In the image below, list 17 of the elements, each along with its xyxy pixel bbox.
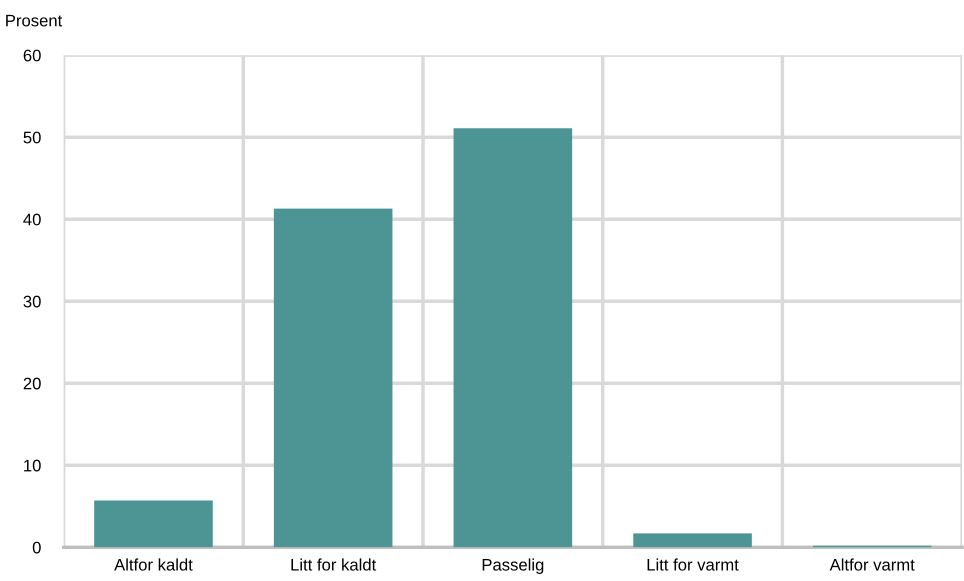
- x-tick-label: Altfor kaldt: [114, 558, 193, 571]
- x-tick-label: Altfor varmt: [830, 558, 915, 571]
- y-tick-label: 60: [24, 50, 41, 62]
- y-tick-label: 40: [23, 214, 41, 226]
- y-tick-label: 0: [32, 542, 41, 554]
- bar: [274, 208, 392, 548]
- x-tick-label: Passelig: [482, 558, 544, 574]
- y-tick-label: 30: [24, 296, 41, 308]
- y-tick-label: 50: [24, 132, 41, 144]
- bar: [94, 500, 213, 548]
- y-axis-title: Prosent: [6, 14, 62, 26]
- x-tick-label: Litt for varmt: [648, 558, 739, 571]
- bar: [454, 128, 572, 548]
- y-tick-label: 10: [24, 460, 41, 472]
- bar: [633, 533, 752, 548]
- x-tick-label: Litt for kaldt: [291, 558, 376, 571]
- y-tick-label: 20: [24, 378, 41, 390]
